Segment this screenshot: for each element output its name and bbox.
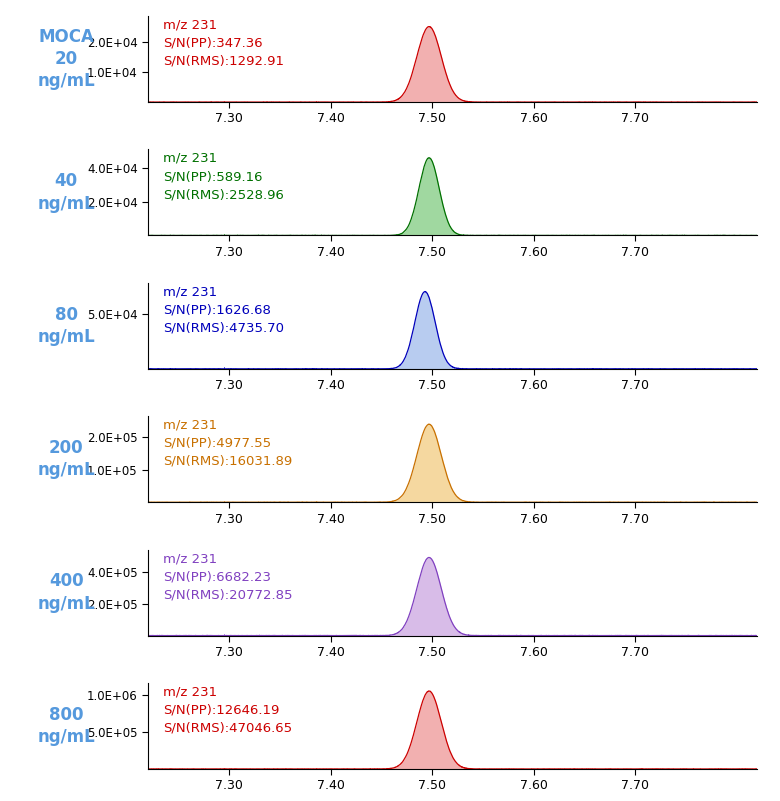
Text: S/N(PP):589.16: S/N(PP):589.16	[163, 170, 263, 183]
Text: S/N(PP):6682.23: S/N(PP):6682.23	[163, 570, 271, 583]
Text: S/N(PP):347.36: S/N(PP):347.36	[163, 37, 263, 50]
Text: S/N(RMS):2528.96: S/N(RMS):2528.96	[163, 188, 284, 201]
Text: S/N(PP):12646.19: S/N(PP):12646.19	[163, 703, 280, 717]
Text: m/z 231: m/z 231	[163, 18, 218, 31]
Text: 80
ng/mL: 80 ng/mL	[37, 306, 95, 346]
Text: m/z 231: m/z 231	[163, 419, 218, 432]
Text: S/N(RMS):1292.91: S/N(RMS):1292.91	[163, 54, 285, 68]
Text: m/z 231: m/z 231	[163, 285, 218, 298]
Text: MOCA
20
ng/mL: MOCA 20 ng/mL	[37, 28, 95, 91]
Text: S/N(RMS):20772.85: S/N(RMS):20772.85	[163, 588, 293, 602]
Text: S/N(RMS):4735.70: S/N(RMS):4735.70	[163, 321, 285, 335]
Text: m/z 231: m/z 231	[163, 686, 218, 698]
Text: 40
ng/mL: 40 ng/mL	[37, 172, 95, 212]
Text: m/z 231: m/z 231	[163, 552, 218, 566]
Text: S/N(PP):4977.55: S/N(PP):4977.55	[163, 437, 271, 450]
Text: S/N(RMS):16031.89: S/N(RMS):16031.89	[163, 455, 292, 468]
Text: 400
ng/mL: 400 ng/mL	[37, 573, 95, 613]
Text: S/N(RMS):47046.65: S/N(RMS):47046.65	[163, 722, 292, 735]
Text: S/N(PP):1626.68: S/N(PP):1626.68	[163, 304, 271, 316]
Text: 800
ng/mL: 800 ng/mL	[37, 706, 95, 746]
Text: m/z 231: m/z 231	[163, 152, 218, 165]
Text: 200
ng/mL: 200 ng/mL	[37, 439, 95, 479]
